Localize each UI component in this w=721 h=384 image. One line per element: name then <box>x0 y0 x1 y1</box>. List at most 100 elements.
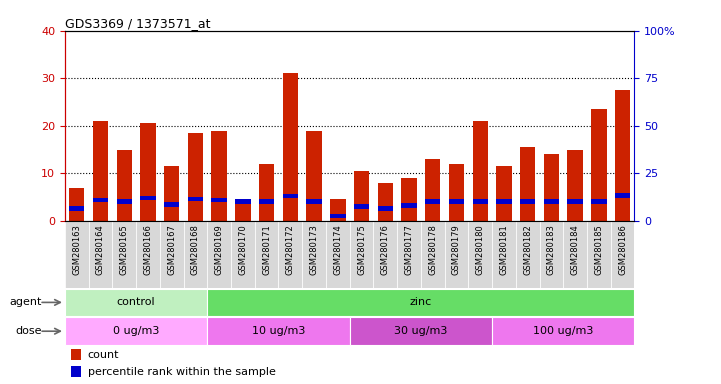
FancyBboxPatch shape <box>255 221 278 288</box>
FancyBboxPatch shape <box>136 221 160 288</box>
Bar <box>259 164 274 221</box>
Bar <box>69 187 84 221</box>
FancyBboxPatch shape <box>326 221 350 288</box>
Text: GSM280167: GSM280167 <box>167 224 176 275</box>
FancyBboxPatch shape <box>492 221 516 288</box>
Text: agent: agent <box>9 297 42 308</box>
Bar <box>378 183 393 221</box>
FancyBboxPatch shape <box>65 221 89 288</box>
Bar <box>425 159 441 221</box>
Text: GSM280163: GSM280163 <box>72 224 81 275</box>
Bar <box>141 123 156 221</box>
Bar <box>71 349 81 360</box>
Text: GSM280171: GSM280171 <box>262 224 271 275</box>
Bar <box>187 133 203 221</box>
FancyBboxPatch shape <box>611 221 634 288</box>
Text: control: control <box>117 297 156 308</box>
FancyBboxPatch shape <box>350 221 373 288</box>
Text: 100 ug/m3: 100 ug/m3 <box>533 326 593 336</box>
Bar <box>567 199 583 204</box>
Bar <box>306 131 322 221</box>
Bar <box>591 109 606 221</box>
Bar <box>402 203 417 208</box>
Bar <box>117 149 132 221</box>
FancyBboxPatch shape <box>89 221 112 288</box>
Text: GSM280169: GSM280169 <box>215 224 224 275</box>
Bar <box>235 202 251 221</box>
Bar <box>591 199 606 204</box>
Text: GDS3369 / 1373571_at: GDS3369 / 1373571_at <box>65 17 211 30</box>
FancyBboxPatch shape <box>373 221 397 288</box>
FancyBboxPatch shape <box>208 221 231 288</box>
Bar <box>567 149 583 221</box>
FancyBboxPatch shape <box>350 317 492 345</box>
Bar <box>117 199 132 204</box>
FancyBboxPatch shape <box>587 221 611 288</box>
Text: percentile rank within the sample: percentile rank within the sample <box>88 367 275 377</box>
Bar <box>93 197 108 202</box>
Text: GSM280173: GSM280173 <box>309 224 319 275</box>
Bar <box>306 199 322 204</box>
Text: GSM280184: GSM280184 <box>570 224 580 275</box>
Text: GSM280174: GSM280174 <box>333 224 342 275</box>
FancyBboxPatch shape <box>231 221 255 288</box>
Bar <box>164 166 180 221</box>
FancyBboxPatch shape <box>397 221 421 288</box>
Bar <box>425 199 441 204</box>
Text: zinc: zinc <box>410 297 432 308</box>
Text: 10 ug/m3: 10 ug/m3 <box>252 326 305 336</box>
Text: GSM280180: GSM280180 <box>476 224 485 275</box>
Text: GSM280168: GSM280168 <box>191 224 200 275</box>
FancyBboxPatch shape <box>278 221 302 288</box>
Text: GSM280165: GSM280165 <box>120 224 129 275</box>
Text: GSM280166: GSM280166 <box>143 224 152 275</box>
Bar <box>141 195 156 200</box>
FancyBboxPatch shape <box>160 221 184 288</box>
Bar <box>448 164 464 221</box>
Bar <box>330 199 345 221</box>
FancyBboxPatch shape <box>563 221 587 288</box>
Bar <box>93 121 108 221</box>
Text: 30 ug/m3: 30 ug/m3 <box>394 326 448 336</box>
Text: GSM280181: GSM280181 <box>500 224 508 275</box>
Bar <box>283 73 298 221</box>
Text: GSM280182: GSM280182 <box>523 224 532 275</box>
Text: 0 ug/m3: 0 ug/m3 <box>113 326 159 336</box>
Bar <box>472 199 488 204</box>
FancyBboxPatch shape <box>208 289 634 316</box>
Bar <box>615 90 630 221</box>
Text: GSM280178: GSM280178 <box>428 224 437 275</box>
Text: GSM280176: GSM280176 <box>381 224 390 275</box>
FancyBboxPatch shape <box>421 221 445 288</box>
Bar <box>164 202 180 207</box>
Bar <box>71 366 81 377</box>
Bar <box>354 171 369 221</box>
Bar <box>544 199 559 204</box>
Text: GSM280172: GSM280172 <box>286 224 295 275</box>
FancyBboxPatch shape <box>445 221 469 288</box>
FancyBboxPatch shape <box>516 221 539 288</box>
Text: dose: dose <box>15 326 42 336</box>
Text: GSM280179: GSM280179 <box>452 224 461 275</box>
Text: GSM280177: GSM280177 <box>404 224 414 275</box>
Bar <box>496 166 512 221</box>
Bar <box>520 199 536 204</box>
Text: GSM280164: GSM280164 <box>96 224 105 275</box>
Bar <box>378 206 393 211</box>
FancyBboxPatch shape <box>208 317 350 345</box>
Bar <box>402 178 417 221</box>
Bar <box>187 197 203 201</box>
Bar <box>472 121 488 221</box>
Bar <box>283 194 298 199</box>
FancyBboxPatch shape <box>469 221 492 288</box>
Text: GSM280183: GSM280183 <box>547 224 556 275</box>
Bar <box>615 193 630 197</box>
Text: GSM280175: GSM280175 <box>357 224 366 275</box>
FancyBboxPatch shape <box>539 221 563 288</box>
Text: count: count <box>88 350 119 360</box>
FancyBboxPatch shape <box>112 221 136 288</box>
Bar <box>520 147 536 221</box>
Bar <box>235 199 251 204</box>
FancyBboxPatch shape <box>184 221 208 288</box>
FancyBboxPatch shape <box>302 221 326 288</box>
